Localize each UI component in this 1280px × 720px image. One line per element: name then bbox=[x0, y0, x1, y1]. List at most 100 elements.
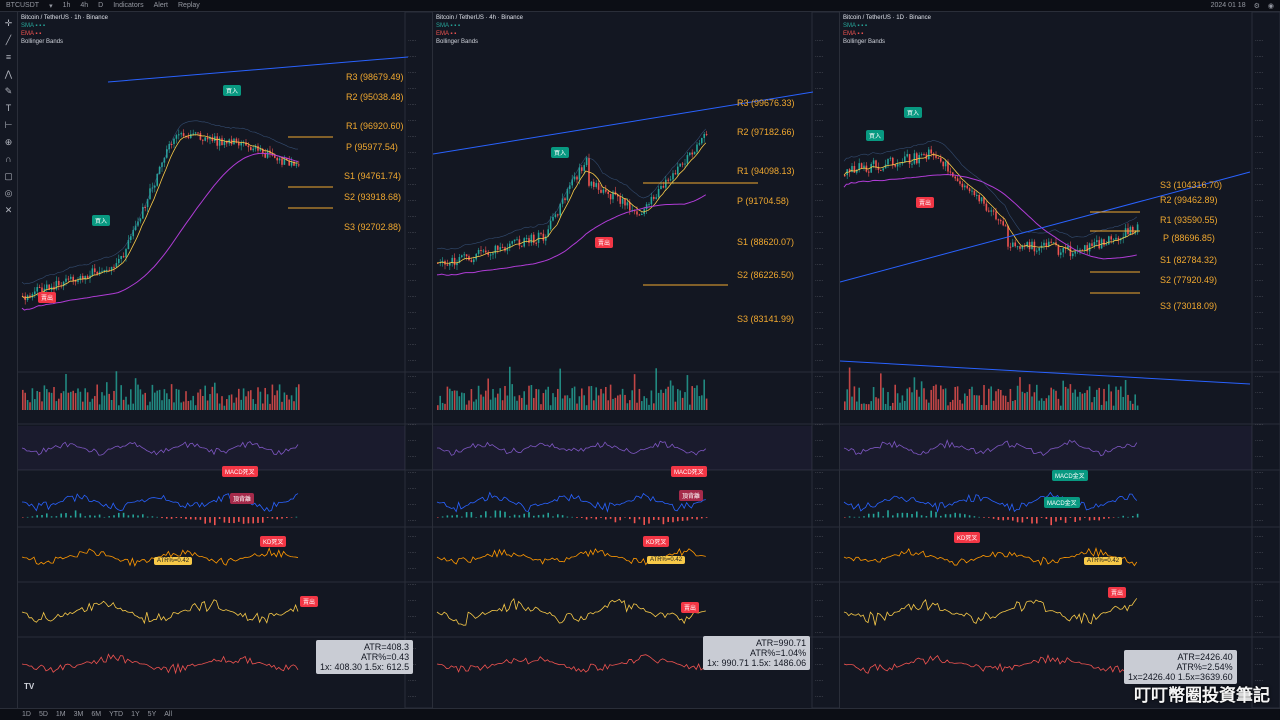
volume-bar bbox=[89, 401, 91, 410]
trendline-icon[interactable]: ╱ bbox=[5, 35, 12, 45]
candle-body bbox=[626, 202, 629, 206]
timeframe-all[interactable]: All bbox=[164, 711, 173, 718]
macd-histogram bbox=[949, 514, 952, 518]
volume-bar bbox=[990, 386, 992, 410]
volume-bar bbox=[1086, 390, 1088, 410]
volume-bar bbox=[1103, 388, 1105, 410]
scale-tick: ····· bbox=[1255, 38, 1264, 44]
volume-bar bbox=[278, 384, 281, 410]
volume-bar bbox=[947, 405, 949, 410]
volume-bar bbox=[559, 368, 561, 410]
candle-body bbox=[641, 214, 643, 216]
candle-body bbox=[614, 191, 617, 195]
volume-bar bbox=[26, 400, 29, 410]
scale-tick: ····· bbox=[815, 326, 824, 332]
brush-icon[interactable]: ✎ bbox=[4, 86, 13, 96]
candle-body bbox=[581, 167, 583, 171]
cursor-icon[interactable]: ✛ bbox=[4, 18, 13, 28]
lock-icon[interactable]: ▢ bbox=[4, 171, 13, 181]
candle-body bbox=[858, 163, 860, 170]
macd-histogram bbox=[509, 516, 511, 518]
volume-bar bbox=[1127, 394, 1129, 410]
volume-bar bbox=[247, 391, 250, 410]
bollinger-band bbox=[436, 128, 707, 250]
volume-bar bbox=[53, 387, 55, 410]
trash-icon[interactable]: ✕ bbox=[4, 205, 13, 215]
pattern-icon[interactable]: ⋀ bbox=[4, 69, 13, 79]
scale-tick: ····· bbox=[408, 182, 417, 188]
timeframe-5d[interactable]: 5D bbox=[38, 711, 48, 718]
candle-body bbox=[77, 280, 79, 282]
candle-body bbox=[1067, 245, 1069, 249]
candle-body bbox=[935, 155, 937, 158]
volume-bar bbox=[643, 396, 645, 410]
volume-bar bbox=[218, 403, 221, 410]
volume-bar bbox=[82, 401, 84, 410]
macd-histogram bbox=[858, 516, 860, 518]
zoom-icon[interactable]: ⊕ bbox=[4, 137, 13, 147]
volume-bar bbox=[24, 392, 26, 410]
eye-icon[interactable]: ◎ bbox=[4, 188, 13, 198]
macd-histogram bbox=[446, 515, 449, 518]
timeframe-1y[interactable]: 1Y bbox=[131, 711, 140, 718]
scale-tick: ····· bbox=[815, 422, 824, 428]
timeframe-6m[interactable]: 6M bbox=[91, 711, 102, 718]
scale-tick: ····· bbox=[815, 134, 824, 140]
volume-bar bbox=[583, 395, 585, 410]
candle-body bbox=[679, 163, 681, 167]
candle-body bbox=[988, 210, 990, 212]
trend-line bbox=[840, 360, 1251, 385]
macd-histogram bbox=[681, 517, 684, 521]
timeframe-1d[interactable]: 1D bbox=[22, 711, 31, 718]
macd-histogram bbox=[485, 511, 487, 518]
volume-bar bbox=[1088, 386, 1091, 410]
chart-canvas-4h[interactable]: ····· ····· ····· ····· ····· ····· ····· ·····… bbox=[433, 12, 840, 708]
scale-tick: ····· bbox=[408, 54, 417, 60]
timeframe-3m[interactable]: 3M bbox=[73, 711, 84, 718]
chart-legend: Bitcoin / TetherUS · 4h · Binance SMA ▪ ▪… bbox=[436, 15, 523, 45]
candle-body bbox=[1043, 242, 1045, 246]
trend-line bbox=[107, 56, 409, 83]
candle-body bbox=[437, 262, 439, 264]
volume-bar bbox=[113, 390, 115, 410]
chart-canvas-1d[interactable]: ····· ····· ····· ····· ····· ····· ····· ·····… bbox=[840, 12, 1280, 708]
candle-body bbox=[1004, 225, 1007, 227]
chart-panel-1h[interactable]: ····· ····· ····· ····· ····· ····· ····· ·····… bbox=[18, 12, 433, 708]
candle-body bbox=[504, 247, 506, 251]
volume-bar bbox=[29, 402, 31, 410]
candle-body bbox=[681, 163, 684, 165]
candle-body bbox=[593, 181, 595, 187]
chart-canvas-1h[interactable]: ····· ····· ····· ····· ····· ····· ····· ·····… bbox=[18, 12, 433, 708]
text-icon[interactable]: T bbox=[5, 103, 12, 113]
signal-buy-tag: 買入 bbox=[551, 147, 570, 158]
volume-bar bbox=[72, 390, 74, 410]
fib-icon[interactable]: ≡ bbox=[5, 52, 12, 62]
chart-panel-1d[interactable]: ····· ····· ····· ····· ····· ····· ····· ·····… bbox=[840, 12, 1280, 708]
volume-bar bbox=[573, 386, 576, 410]
scale-tick: ····· bbox=[815, 310, 824, 316]
volume-bar bbox=[274, 395, 276, 410]
chart-panel-4h[interactable]: ····· ····· ····· ····· ····· ····· ····· ·····… bbox=[433, 12, 840, 708]
macd-histogram bbox=[542, 514, 545, 518]
candle-body bbox=[672, 173, 674, 180]
volume-bar bbox=[1028, 384, 1031, 410]
volume-bar bbox=[1026, 391, 1028, 410]
camera-icon[interactable]: ◉ bbox=[1267, 2, 1274, 10]
settings-icon[interactable]: ⚙ bbox=[1253, 2, 1260, 10]
candle-body bbox=[132, 229, 134, 237]
magnet-icon[interactable]: ∩ bbox=[5, 154, 12, 164]
macd-histogram bbox=[31, 516, 34, 518]
scale-tick: ····· bbox=[1255, 118, 1264, 124]
macd-histogram bbox=[465, 512, 468, 518]
macd-histogram bbox=[108, 516, 110, 518]
measure-icon[interactable]: ⊢ bbox=[4, 120, 13, 130]
timeframe-ytd[interactable]: YTD bbox=[109, 711, 124, 718]
candle-body bbox=[499, 247, 501, 250]
timeframe-5y[interactable]: 5Y bbox=[147, 711, 157, 718]
timeframe-1m[interactable]: 1M bbox=[55, 711, 66, 718]
volume-bar bbox=[118, 405, 120, 410]
candle-body bbox=[1112, 239, 1115, 241]
volume-bar bbox=[187, 400, 190, 410]
macd-histogram bbox=[633, 517, 636, 524]
symbol-label[interactable]: BTCUSDT bbox=[6, 2, 40, 9]
